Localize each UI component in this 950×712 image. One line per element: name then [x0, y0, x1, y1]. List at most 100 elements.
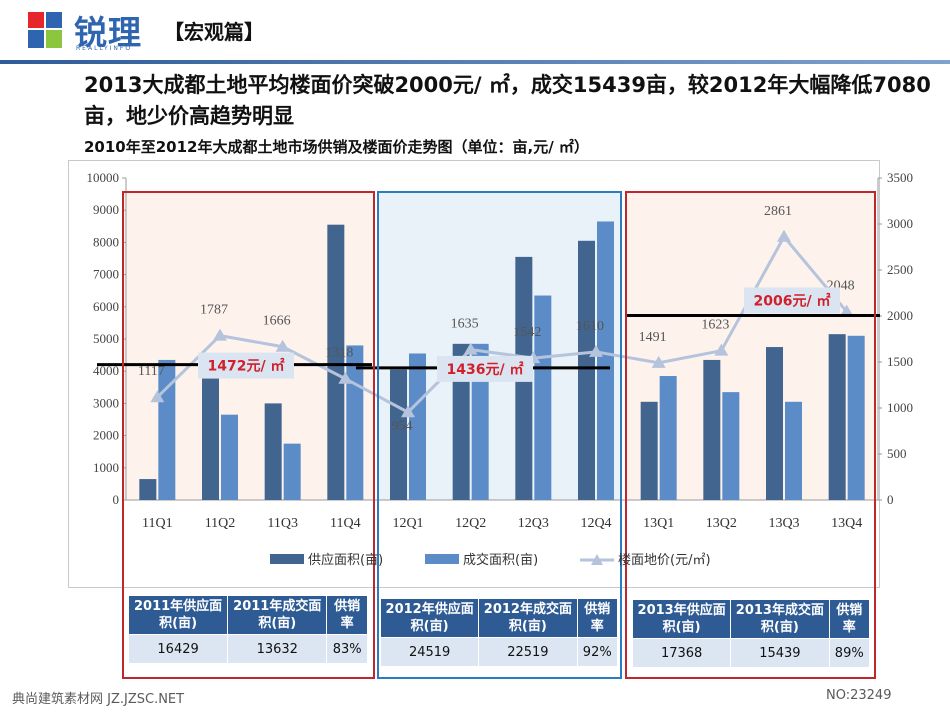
- price-data-label: 1623: [701, 318, 729, 333]
- average-label: 1436元/ ㎡: [447, 361, 524, 378]
- legend-marker-price: [591, 554, 603, 565]
- price-marker: [213, 328, 227, 341]
- y-right-tick-label: 1000: [887, 400, 913, 415]
- bar-supply: [202, 363, 219, 500]
- legend-label-price: 楼面地价(元/㎡): [618, 553, 711, 568]
- price-data-label: 1542: [513, 325, 541, 340]
- bar-supply: [828, 334, 846, 500]
- y-right-tick-label: 3000: [887, 216, 913, 231]
- bar-supply: [766, 347, 783, 500]
- x-tick-label: 12Q3: [518, 516, 549, 531]
- average-label-bg: [744, 287, 840, 314]
- summary-header-row: 2011年供应面积(亩) 2011年成交面积(亩) 供销率: [127, 595, 368, 635]
- bar-supply: [264, 403, 282, 500]
- average-label-bg: [437, 355, 533, 382]
- price-marker: [401, 405, 415, 418]
- price-marker: [589, 344, 603, 357]
- price-data-label: 1787: [200, 303, 228, 318]
- price-marker: [651, 355, 666, 368]
- logo-subtitle: REALLYINFO: [76, 45, 133, 52]
- price-data-label: 2861: [764, 204, 792, 219]
- bar-transaction: [409, 353, 426, 500]
- x-tick-label: 13Q1: [643, 516, 674, 531]
- summary-ratio-value: 89%: [828, 638, 870, 668]
- y-left-tick-label: 6000: [93, 299, 119, 314]
- x-tick-label: 12Q2: [455, 516, 486, 531]
- section-tag: 【宏观篇】: [164, 20, 264, 44]
- summary-header-row: 2013年供应面积(亩) 2013年成交面积(亩) 供销率: [631, 599, 870, 639]
- y-left-tick-label: 8000: [93, 234, 119, 249]
- bar-transaction: [534, 295, 552, 500]
- y-left-tick-label: 0: [113, 492, 120, 507]
- group-box-2011: [122, 191, 375, 679]
- price-data-label: 1610: [576, 319, 604, 334]
- summary-transaction-value: 15439: [730, 638, 830, 668]
- x-tick-label: 11Q1: [142, 516, 173, 531]
- footer-watermark: 典尚建筑素材网 JZ.JZSC.NET: [12, 692, 185, 707]
- bar-supply: [139, 479, 157, 500]
- bar-transaction: [221, 414, 238, 500]
- price-marker: [714, 343, 729, 356]
- bar-supply: [452, 343, 470, 500]
- summary-table-2012: 2012年供应面积(亩) 2012年成交面积(亩) 供销率 24519 2251…: [379, 598, 618, 667]
- summary-supply-value: 17368: [631, 638, 732, 668]
- summary-ratio-header: 供销率: [576, 598, 618, 638]
- summary-ratio-value: 83%: [326, 634, 368, 664]
- average-label: 2006元/ ㎡: [754, 292, 831, 309]
- x-tick-label: 13Q4: [831, 516, 862, 531]
- price-marker: [839, 304, 854, 317]
- logo-icon: [28, 12, 62, 48]
- price-data-label: 1117: [138, 364, 165, 379]
- y-right-tick-label: 2500: [887, 262, 913, 277]
- bar-transaction: [283, 443, 301, 500]
- bar-transaction: [597, 221, 614, 500]
- legend-label-supply: 供应面积(亩): [308, 552, 383, 568]
- price-marker: [777, 229, 791, 242]
- summary-ratio-header: 供销率: [326, 595, 368, 635]
- summary-ratio-value: 92%: [576, 637, 618, 667]
- group-box-2012: [377, 191, 622, 679]
- legend-label-transaction: 成交面积(亩): [463, 552, 538, 568]
- summary-supply-header: 2011年供应面积(亩): [127, 595, 229, 635]
- footer-number: NO:23249: [826, 688, 892, 703]
- y-left-tick-label: 3000: [93, 395, 119, 410]
- x-tick-label: 11Q3: [267, 516, 298, 531]
- y-right-tick-label: 500: [887, 446, 907, 461]
- y-left-tick-label: 5000: [93, 331, 119, 346]
- legend-swatch-transaction: [425, 554, 459, 564]
- summary-ratio-header: 供销率: [828, 599, 870, 639]
- summary-transaction-value: 22519: [478, 637, 578, 667]
- bar-transaction: [471, 343, 489, 500]
- price-marker: [338, 371, 353, 384]
- group-box-2013: [625, 191, 876, 679]
- average-label-bg: [198, 352, 294, 379]
- summary-transaction-header: 2011年成交面积(亩): [227, 595, 328, 635]
- summary-value-row: 24519 22519 92%: [379, 637, 618, 667]
- bar-supply: [703, 359, 721, 500]
- price-data-label: 1666: [263, 314, 291, 329]
- price-line: [156, 234, 848, 415]
- bar-supply: [390, 369, 407, 500]
- y-left-tick-label: 9000: [93, 202, 119, 217]
- price-data-label: 1318: [325, 346, 353, 361]
- price-marker: [150, 390, 165, 403]
- summary-supply-header: 2012年供应面积(亩): [379, 598, 480, 638]
- y-left-tick-label: 7000: [93, 267, 119, 282]
- bar-transaction: [785, 401, 802, 500]
- x-tick-label: 12Q1: [392, 516, 423, 531]
- price-data-label: 1635: [451, 317, 479, 332]
- y-left-tick-label: 10000: [87, 170, 120, 185]
- summary-transaction-header: 2013年成交面积(亩): [730, 599, 830, 639]
- summary-transaction-value: 13632: [227, 634, 328, 664]
- bar-supply: [578, 240, 595, 501]
- x-tick-label: 13Q2: [706, 516, 737, 531]
- bar-transaction: [659, 376, 677, 500]
- y-right-tick-label: 2000: [887, 308, 913, 323]
- y-left-tick-label: 1000: [93, 460, 119, 475]
- y-right-tick-label: 3500: [887, 170, 913, 185]
- summary-transaction-header: 2012年成交面积(亩): [478, 598, 578, 638]
- legend-swatch-supply: [270, 554, 304, 564]
- summary-header-row: 2012年供应面积(亩) 2012年成交面积(亩) 供销率: [379, 598, 618, 638]
- x-tick-label: 11Q4: [330, 516, 361, 531]
- bar-transaction: [722, 392, 740, 500]
